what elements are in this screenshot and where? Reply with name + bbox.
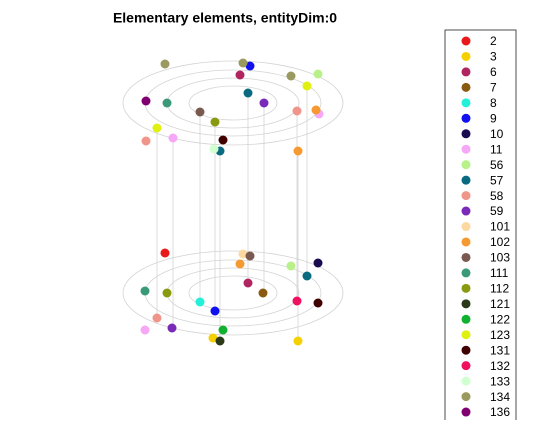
legend-label: 102 bbox=[490, 235, 510, 249]
legend-marker bbox=[461, 191, 471, 201]
legend-label: 3 bbox=[490, 50, 497, 64]
point bbox=[152, 123, 162, 133]
legend-marker bbox=[461, 98, 471, 108]
point bbox=[210, 306, 220, 316]
point bbox=[141, 96, 151, 106]
point bbox=[141, 136, 151, 146]
point bbox=[208, 333, 218, 343]
point bbox=[245, 61, 255, 71]
legend-marker bbox=[461, 392, 471, 402]
point bbox=[215, 336, 225, 346]
point bbox=[302, 81, 312, 91]
legend-label: 123 bbox=[490, 328, 510, 342]
point bbox=[238, 58, 248, 68]
legend-marker bbox=[461, 129, 471, 139]
legend-label: 11 bbox=[490, 142, 503, 156]
point bbox=[286, 71, 296, 81]
point bbox=[311, 105, 321, 115]
point bbox=[209, 144, 219, 154]
point bbox=[160, 59, 170, 69]
legend-label: 59 bbox=[490, 204, 504, 218]
legend-label: 131 bbox=[490, 343, 510, 357]
legend-marker bbox=[461, 82, 471, 92]
legend-label: 134 bbox=[490, 390, 510, 404]
legend-marker bbox=[461, 160, 471, 170]
legend-marker bbox=[461, 144, 471, 154]
legend-box bbox=[444, 29, 517, 425]
legend-label: 112 bbox=[490, 282, 509, 296]
legend-label: 6 bbox=[490, 65, 497, 79]
point bbox=[313, 258, 323, 268]
legend-marker bbox=[461, 252, 471, 262]
point bbox=[168, 133, 178, 143]
legend-label: 111 bbox=[490, 266, 509, 280]
legend-marker bbox=[461, 345, 471, 355]
point bbox=[293, 146, 303, 156]
legend-marker bbox=[461, 237, 471, 247]
point bbox=[140, 286, 150, 296]
point bbox=[152, 313, 162, 323]
point bbox=[258, 288, 268, 298]
point bbox=[195, 107, 205, 117]
mesh bbox=[122, 60, 344, 341]
legend-marker bbox=[461, 222, 471, 232]
legend-label: 57 bbox=[490, 173, 504, 187]
legend-marker bbox=[461, 299, 471, 309]
legend-marker bbox=[461, 51, 471, 61]
point bbox=[162, 98, 172, 108]
point bbox=[218, 325, 228, 335]
legend-marker bbox=[461, 407, 471, 417]
legend-label: 7 bbox=[490, 81, 497, 95]
point bbox=[302, 271, 312, 281]
point bbox=[313, 69, 323, 79]
point bbox=[235, 259, 245, 269]
point bbox=[140, 325, 150, 335]
point bbox=[167, 323, 177, 333]
point bbox=[243, 278, 253, 288]
point bbox=[162, 288, 172, 298]
legend-marker bbox=[461, 36, 471, 46]
point bbox=[235, 70, 245, 80]
point bbox=[243, 88, 253, 98]
point bbox=[292, 106, 302, 116]
legend-marker bbox=[461, 283, 471, 293]
point bbox=[160, 248, 170, 258]
point bbox=[195, 297, 205, 307]
point bbox=[292, 296, 302, 306]
legend-marker bbox=[461, 67, 471, 77]
legend-label: 122 bbox=[490, 312, 510, 326]
legend-label: 132 bbox=[490, 359, 510, 373]
legend-label: 8 bbox=[490, 96, 497, 110]
legend-marker bbox=[461, 268, 471, 278]
point bbox=[245, 251, 255, 261]
legend-marker bbox=[461, 113, 471, 123]
point bbox=[210, 117, 220, 127]
legend-label: 2 bbox=[490, 34, 497, 48]
point bbox=[218, 135, 228, 145]
legend-label: 10 bbox=[490, 127, 504, 141]
point bbox=[259, 98, 269, 108]
point bbox=[313, 298, 323, 308]
legend-label: 9 bbox=[490, 111, 497, 125]
point bbox=[238, 249, 248, 259]
legend-label: 56 bbox=[490, 158, 504, 172]
legend-marker bbox=[461, 206, 471, 216]
legend-label: 101 bbox=[490, 220, 510, 234]
legend-marker bbox=[461, 330, 471, 340]
legend-marker bbox=[461, 175, 471, 185]
point bbox=[293, 336, 303, 346]
point bbox=[286, 261, 296, 271]
legend-label: 136 bbox=[490, 405, 510, 419]
chart-title: Elementary elements, entityDim:0 bbox=[113, 10, 337, 26]
legend-marker bbox=[461, 361, 471, 371]
legend-marker bbox=[461, 314, 471, 324]
legend-label: 133 bbox=[490, 374, 510, 388]
legend-marker bbox=[461, 376, 471, 386]
legend-label: 58 bbox=[490, 189, 504, 203]
legend-label: 121 bbox=[490, 297, 510, 311]
legend-label: 103 bbox=[490, 251, 510, 265]
